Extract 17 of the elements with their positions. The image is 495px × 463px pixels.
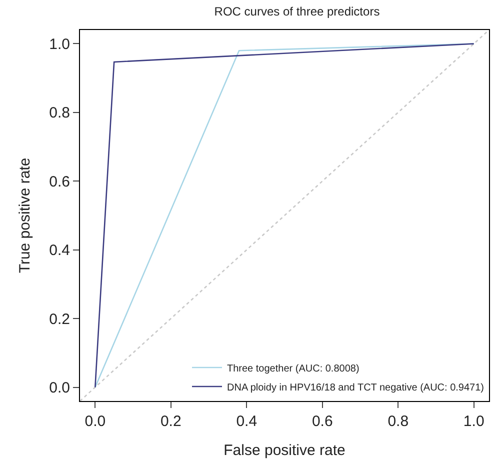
y-tick-label: 0.4 [49,242,70,260]
x-tick-label: 0.4 [236,413,258,430]
legend-label: DNA ploidy in HPV16/18 and TCT negative (AUC: 0.9471) [227,382,484,394]
x-tick-label: 0.0 [84,413,106,430]
y-tick-label: 0.2 [49,310,70,328]
y-tick-label: 0.8 [49,104,70,122]
x-tick-label: 0.8 [388,413,409,430]
y-tick-label: 1.0 [49,36,70,53]
y-axis-title: True positive rate [16,158,34,274]
x-tick-label: 1.0 [463,413,484,430]
y-tick-label: 0.6 [49,173,70,190]
y-tick-label: 0.0 [49,380,70,397]
legend-label: Three together (AUC: 0.8008) [227,363,360,374]
chart-title: ROC curves of three predictors [214,4,380,18]
x-tick-label: 0.2 [160,413,182,430]
x-tick-label: 0.6 [312,413,333,430]
x-axis-title: False positive rate [224,442,346,459]
